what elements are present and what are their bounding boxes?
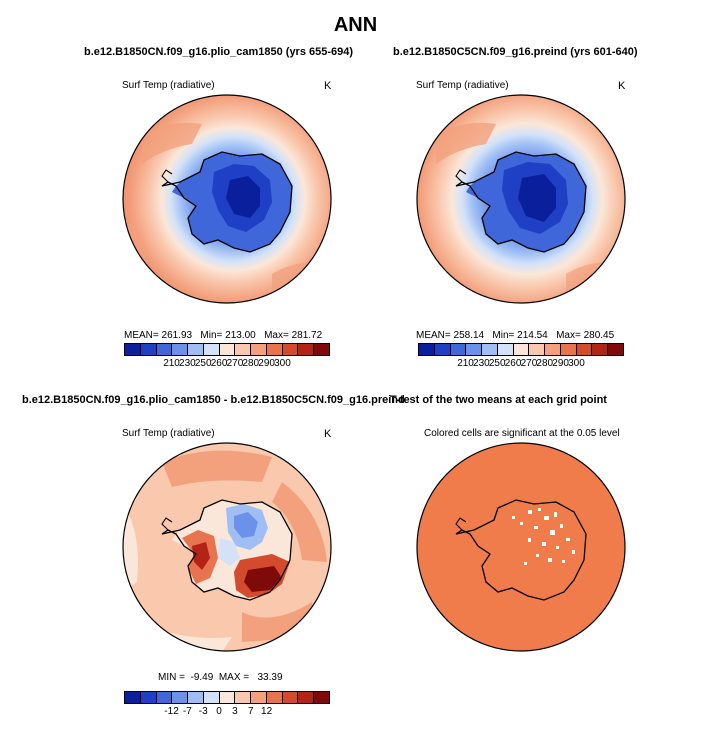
panel4-caption: Colored cells are significant at the 0.0…: [424, 428, 620, 439]
panel3-colorbar-tick-label: -3: [198, 706, 208, 717]
panel1-colorbar-swatch: [219, 344, 236, 355]
panel2-colorbar-swatch: [466, 344, 483, 355]
panel3-colorbar-swatch: [251, 692, 267, 703]
panel1-colorbar-tick-label: 280: [242, 358, 260, 369]
panel1-colorbar-swatch: [140, 344, 157, 355]
panel2-colorbar-tick-label: 270: [520, 358, 538, 369]
panel4-significance-map: [416, 442, 626, 652]
panel3-colorbar-swatch: [314, 692, 329, 703]
panel2-colorbar-tick-label: 290: [552, 358, 569, 369]
panel1-variable-label: Surf Temp (radiative): [122, 80, 215, 91]
panel3-colorbar-swatch: [125, 692, 141, 703]
panel3-polar-map: [122, 442, 332, 652]
panel2-colorbar-swatch: [608, 344, 623, 355]
panel2-colorbar-tick-label: 210: [457, 358, 474, 369]
panel1-colorbar-tick-label: 270: [226, 358, 244, 369]
panel3-colorbar-swatch: [235, 692, 252, 703]
panel1-colorbar: [124, 343, 330, 356]
panel3-stats: MIN = -9.49 MAX = 33.39: [158, 672, 283, 683]
panel3-colorbar-tick-label: -7: [182, 706, 192, 717]
panel2-colorbar: [418, 343, 624, 356]
panel1-colorbar-swatch: [156, 344, 173, 355]
panel3-colorbar-tick-label: 7: [247, 706, 254, 717]
panel1-colorbar-tick-label: 230: [179, 358, 196, 369]
panel3-colorbar-swatch: [298, 692, 315, 703]
panel3-colorbar-labels: -12 -7 -3 0 3 7 12: [124, 706, 330, 720]
panel2-title: b.e12.B1850C5CN.f09_g16.preind (yrs 601-…: [393, 46, 638, 58]
panel3-colorbar-tick-label: -12: [164, 706, 179, 717]
panel2-colorbar-tick-label: 300: [568, 358, 585, 369]
panel3-colorbar-swatch: [172, 692, 189, 703]
panel3-units-label: K: [324, 428, 332, 440]
panel1-colorbar-swatch: [188, 344, 204, 355]
panel2-colorbar-swatch: [419, 344, 435, 355]
panel1-colorbar-swatch: [282, 344, 299, 355]
panel1-colorbar-tick-label: 300: [274, 358, 291, 369]
panel3-colorbar-tick-label: 12: [261, 706, 273, 717]
panel3-colorbar-swatch: [219, 692, 236, 703]
panel1-colorbar-tick-label: 290: [258, 358, 275, 369]
panel1-colorbar-swatch: [235, 344, 252, 355]
panel1-colorbar-swatch: [203, 344, 220, 355]
panel3-colorbar-swatch: [266, 692, 283, 703]
panel3-colorbar-swatch: [203, 692, 220, 703]
panel2-colorbar-labels: 210 230 250 260 270 280 290 300: [418, 358, 624, 372]
panel3-colorbar-swatch: [156, 692, 173, 703]
panel2-colorbar-tick-label: 250: [488, 358, 506, 369]
panel2-colorbar-tick-label: 230: [473, 358, 490, 369]
panel3-colorbar-tick-label: 3: [232, 706, 238, 717]
panel2-colorbar-swatch: [450, 344, 467, 355]
panel2-units-label: K: [618, 80, 626, 92]
panel3-title: b.e12.B1850CN.f09_g16.plio_cam1850 - b.e…: [22, 394, 405, 406]
panel3-colorbar-tick-label: 0: [216, 706, 222, 717]
panel1-colorbar-swatch: [266, 344, 283, 355]
panel1-polar-map: [122, 94, 332, 304]
panel1-colorbar-labels: 210 230 250 260 270 280 290 300: [124, 358, 330, 372]
panel1-colorbar-swatch: [172, 344, 189, 355]
panel3-colorbar-swatch: [140, 692, 157, 703]
panel2-polar-map: [416, 94, 626, 304]
panel2-colorbar-swatch: [545, 344, 561, 355]
panel2-colorbar-tick-label: 260: [504, 358, 522, 369]
panel1-colorbar-swatch: [125, 344, 141, 355]
figure-title: ANN: [333, 14, 378, 36]
panel1-colorbar-swatch: [298, 344, 315, 355]
panel2-colorbar-tick-label: 280: [536, 358, 554, 369]
panel2-colorbar-swatch: [434, 344, 451, 355]
panel3-colorbar-swatch: [282, 692, 299, 703]
panel2-colorbar-swatch: [560, 344, 577, 355]
panel1-colorbar-swatch: [314, 344, 329, 355]
panel1-colorbar-swatch: [251, 344, 267, 355]
panel2-colorbar-swatch: [592, 344, 609, 355]
panel3-colorbar-swatch: [188, 692, 204, 703]
panel1-stats: MEAN= 261.93 Min= 213.00 Max= 281.72: [124, 330, 323, 341]
panel3-variable-label: Surf Temp (radiative): [122, 428, 215, 439]
panel1-colorbar-tick-label: 260: [210, 358, 228, 369]
panel2-colorbar-swatch: [497, 344, 514, 355]
panel2-colorbar-swatch: [513, 344, 530, 355]
panel1-colorbar-tick-label: 250: [194, 358, 212, 369]
panel4-title: T-test of the two means at each grid poi…: [390, 394, 607, 406]
panel2-colorbar-swatch: [576, 344, 593, 355]
panel1-title: b.e12.B1850CN.f09_g16.plio_cam1850 (yrs …: [84, 46, 354, 58]
panel1-units-label: K: [324, 80, 332, 92]
panel2-variable-label: Surf Temp (radiative): [416, 80, 509, 91]
panel2-colorbar-swatch: [529, 344, 546, 355]
panel2-colorbar-swatch: [482, 344, 498, 355]
panel3-colorbar: [124, 691, 330, 704]
panel2-stats: MEAN= 258.14 Min= 214.54 Max= 280.45: [416, 330, 615, 341]
panel1-colorbar-tick-label: 210: [163, 358, 180, 369]
